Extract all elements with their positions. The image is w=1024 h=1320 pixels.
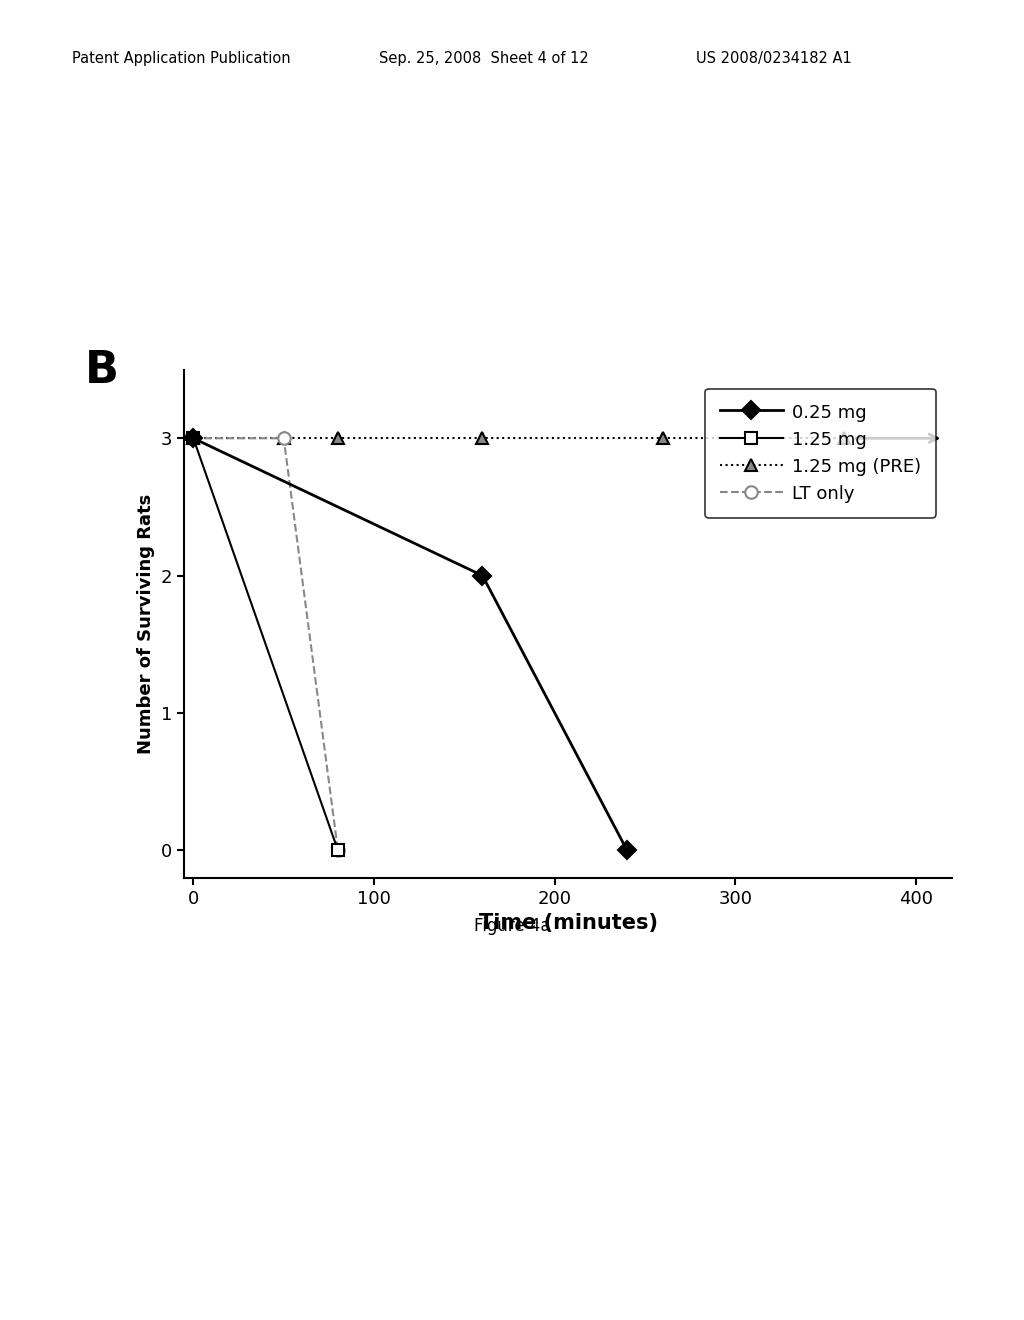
0.25 mg [621, 842, 633, 858]
Text: Sep. 25, 2008  Sheet 4 of 12: Sep. 25, 2008 Sheet 4 of 12 [379, 51, 589, 66]
Text: Figure 4a: Figure 4a [474, 916, 550, 935]
Line: 0.25 mg: 0.25 mg [187, 432, 633, 857]
1.25 mg (PRE) [187, 430, 200, 446]
0.25 mg [187, 430, 200, 446]
1.25 mg (PRE) [476, 430, 488, 446]
X-axis label: Time (minutes): Time (minutes) [479, 913, 657, 933]
Line: LT only: LT only [187, 432, 344, 857]
Text: Patent Application Publication: Patent Application Publication [72, 51, 291, 66]
Legend: 0.25 mg, 1.25 mg, 1.25 mg (PRE), LT only: 0.25 mg, 1.25 mg, 1.25 mg (PRE), LT only [706, 389, 936, 517]
Y-axis label: Number of Surviving Rats: Number of Surviving Rats [137, 494, 156, 754]
Line: 1.25 mg (PRE): 1.25 mg (PRE) [187, 432, 850, 445]
LT only [187, 430, 200, 446]
Text: US 2008/0234182 A1: US 2008/0234182 A1 [696, 51, 852, 66]
0.25 mg [476, 568, 488, 583]
LT only [278, 430, 290, 446]
1.25 mg (PRE) [278, 430, 290, 446]
Text: B: B [84, 350, 119, 392]
LT only [332, 842, 344, 858]
1.25 mg (PRE) [332, 430, 344, 446]
1.25 mg (PRE) [838, 430, 850, 446]
1.25 mg (PRE) [657, 430, 670, 446]
